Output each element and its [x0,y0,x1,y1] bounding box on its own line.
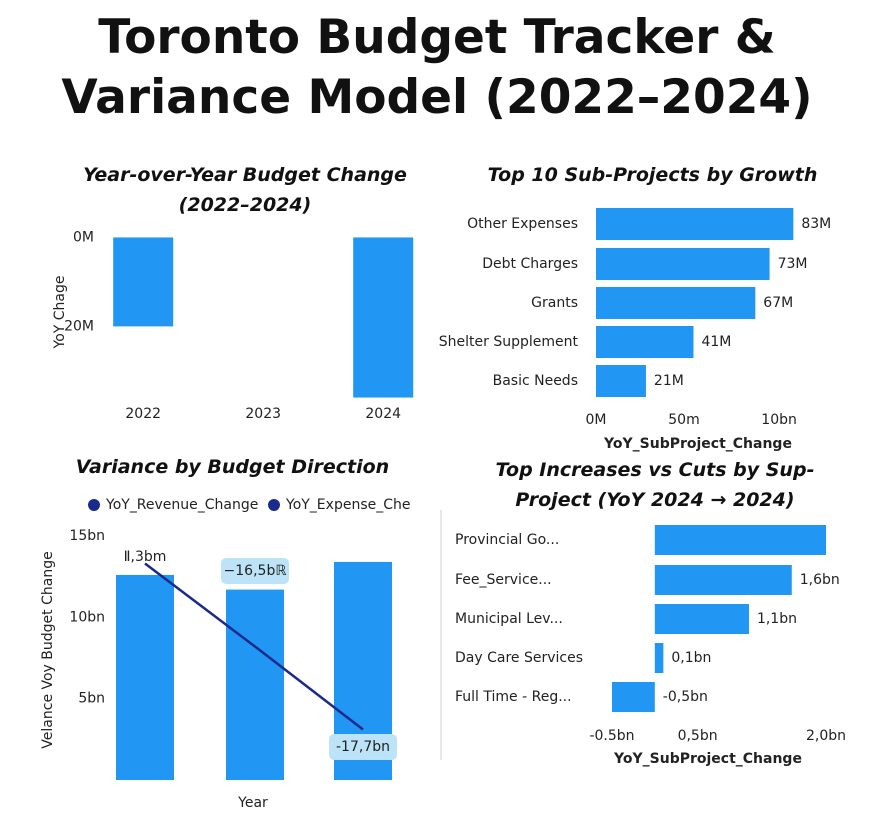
bar [654,604,749,634]
category-label: Fee_Service... [455,572,552,588]
value-label: 41M [701,334,731,350]
value-label: 1,1bn [757,611,797,627]
chart-title: Variance by Budget Direction [75,456,390,478]
y-axis-label: Velance Voy Budget Change [40,551,56,748]
bar [353,237,414,398]
y-axis-label: YoY Chage [52,276,68,350]
x-tick-label: 2024 [365,406,401,422]
value-label: 83M [801,216,831,232]
bar [612,682,655,712]
annotation-box [221,558,289,584]
bar [654,565,792,595]
bar [596,365,646,397]
x-tick-label: 0M [586,412,607,428]
annotation: Ⅱ,3bm [124,549,167,565]
bar [596,326,694,358]
annotation-box [329,734,397,760]
x-tick-label: 2023 [245,406,281,422]
value-label: 67M [763,295,793,311]
bar [596,287,756,319]
category-label: Day Care Services [455,650,583,666]
y-tick-label: 10bn [69,609,105,625]
chart-title: Top Increases vs Cuts by Sup-Project (Yo… [495,459,815,511]
value-label: 21M [654,373,684,389]
value-label: 0,1bn [671,650,711,666]
bar [596,208,794,240]
x-tick-label: 50m [668,412,699,428]
value-label: 1,6bn [800,572,840,588]
annotation: -17,7bn [336,739,390,755]
line [144,562,364,731]
legend-label: YoY_Revenue_Change [105,497,258,513]
page-title: Toronto Budget Tracker & Variance Model … [61,10,813,125]
legend-label: YoY_Expense_Che [285,497,410,513]
y-tick-label: 20M [64,318,94,334]
bar [596,248,770,280]
chart-title: Top 10 Sub-Projects by Growth [487,164,818,186]
y-tick-label: 5bn [78,691,105,707]
x-tick-label: 10bn [761,412,797,428]
category-label: Provincial Go... [455,532,559,548]
category-label: Municipal Lev... [455,611,563,627]
category-label: Full Time - Reg... [455,689,572,705]
category-label: Shelter Supplement [439,334,579,350]
x-tick-label: 2022 [125,406,161,422]
chart-title: Year-over-Year Budget Change (2022–2024) [83,164,407,216]
category-label: Other Expenses [467,216,578,232]
category-label: Basic Needs [493,373,578,389]
legend-marker [268,499,280,511]
bar [654,643,664,673]
annotation: −16,5bℝ [224,563,288,579]
category-label: Grants [531,295,578,311]
bar [654,525,826,555]
legend-marker [88,499,100,511]
y-tick-label: 15bn [69,528,105,544]
value-label: -0,5bn [663,689,708,705]
x-tick-label: 0,5bn [678,728,718,744]
value-label: 73M [778,256,808,272]
bar [116,574,174,780]
x-axis-label: YoY_SubProject_Change [613,751,802,767]
category-label: Debt Charges [482,256,578,272]
bar [226,589,284,780]
y-tick-label: 0M [73,229,94,245]
bar [113,237,174,327]
x-axis-label: YoY_SubProject_Change [603,436,792,452]
x-axis-label: Year [237,795,268,811]
x-tick-label: -0.5bn [589,728,634,744]
x-tick-label: 2,0bn [806,728,846,744]
